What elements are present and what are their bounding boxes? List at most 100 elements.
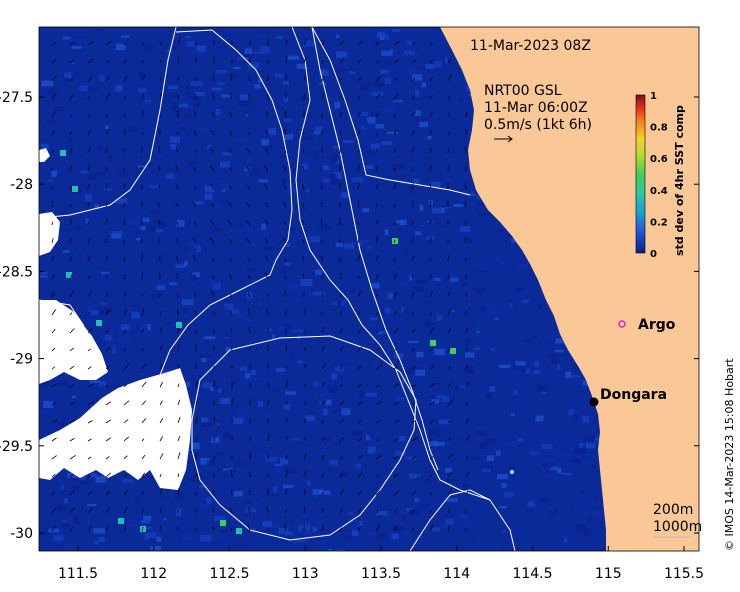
sst-cell	[329, 174, 337, 178]
current-vector	[51, 149, 54, 154]
current-vector	[303, 453, 307, 460]
sst-cell	[437, 315, 442, 321]
sst-cell	[397, 360, 402, 364]
current-vector	[429, 129, 433, 136]
sst-cell	[331, 302, 338, 306]
sst-cell	[204, 336, 216, 340]
sst-cell	[449, 459, 454, 463]
current-vector	[105, 93, 111, 100]
sst-hotspot	[450, 348, 456, 354]
current-vector	[159, 473, 162, 478]
sst-cell	[284, 263, 291, 266]
sst-cell	[74, 225, 81, 230]
current-vector	[285, 470, 288, 478]
current-vector	[429, 364, 435, 370]
sst-cell	[245, 113, 251, 117]
sst-cell	[318, 541, 324, 549]
sst-cell	[505, 233, 516, 237]
current-vector	[159, 77, 162, 82]
sst-cell	[295, 206, 307, 213]
current-vector	[247, 308, 251, 316]
sst-cell	[535, 415, 544, 422]
sst-cell	[319, 490, 331, 495]
sst-cell	[257, 302, 263, 307]
sst-cell	[404, 50, 415, 55]
current-vector	[357, 254, 361, 262]
current-vector	[69, 77, 74, 82]
sst-cell	[486, 455, 494, 461]
sst-cell	[308, 464, 313, 468]
sst-cell	[175, 220, 185, 227]
current-vector	[141, 110, 144, 118]
sst-cell	[582, 380, 591, 386]
current-vector	[51, 437, 57, 442]
current-vector	[231, 470, 233, 478]
sst-cell	[360, 82, 370, 90]
sst-cell	[521, 339, 532, 343]
current-vector	[69, 384, 74, 388]
y-axis: -27.5 -28 -28.5 -29 -29.5 -30	[0, 90, 699, 542]
sst-cell	[285, 187, 296, 195]
sst-cell	[477, 539, 481, 543]
sst-cell	[243, 108, 250, 114]
current-vector	[213, 416, 216, 424]
sst-cell	[273, 486, 277, 493]
sst-cell	[409, 276, 414, 281]
sst-cell	[204, 185, 215, 193]
sst-cell	[265, 457, 277, 462]
sst-cell	[476, 195, 483, 200]
current-vector	[87, 491, 92, 496]
sst-cell	[75, 71, 84, 76]
current-vector	[105, 490, 111, 496]
sst-cell	[232, 74, 237, 79]
sst-cell	[235, 460, 247, 468]
current-vector	[263, 164, 269, 172]
sst-hotspot	[60, 150, 66, 156]
sst-cell	[477, 212, 490, 216]
sst-cell	[370, 338, 378, 343]
sst-cell	[312, 152, 319, 159]
sst-cell	[572, 414, 579, 421]
sst-cell	[107, 155, 113, 162]
sst-cell	[403, 531, 412, 536]
current-vector	[357, 491, 362, 496]
current-vector	[105, 129, 109, 136]
sst-cell	[441, 207, 445, 213]
sst-cell	[379, 28, 391, 32]
sst-cell	[156, 536, 162, 542]
current-vector	[123, 348, 127, 352]
current-vector	[411, 490, 417, 496]
sst-cell	[384, 229, 389, 236]
current-vector	[87, 438, 92, 442]
current-vector	[264, 256, 269, 262]
current-vector	[213, 380, 215, 388]
current-vector	[393, 365, 399, 370]
sst-cell	[101, 271, 110, 274]
sst-cell	[376, 331, 386, 335]
sst-cell	[479, 442, 488, 449]
current-vector	[321, 112, 324, 118]
sst-cell	[265, 328, 272, 332]
current-vector	[192, 255, 197, 262]
sst-cell	[552, 448, 562, 451]
current-vector	[228, 239, 233, 244]
current-vector	[51, 41, 56, 46]
current-vector	[193, 274, 197, 280]
sst-cell	[381, 50, 393, 56]
sst-cell	[140, 226, 147, 231]
sst-cell	[308, 236, 321, 243]
colorbar-tick-label: 0.2	[650, 217, 668, 228]
sst-cell	[497, 474, 509, 480]
sst-cell	[322, 178, 331, 183]
sst-cell	[406, 40, 413, 46]
sst-cell	[407, 340, 419, 343]
sst-cell	[440, 524, 450, 528]
current-vector	[123, 490, 128, 496]
current-vector	[209, 219, 215, 226]
current-vector	[87, 348, 91, 352]
current-vector	[411, 509, 416, 514]
sst-cell	[303, 137, 314, 140]
sst-cell	[176, 508, 182, 516]
current-vector	[87, 383, 93, 388]
sst-cell	[517, 438, 523, 442]
